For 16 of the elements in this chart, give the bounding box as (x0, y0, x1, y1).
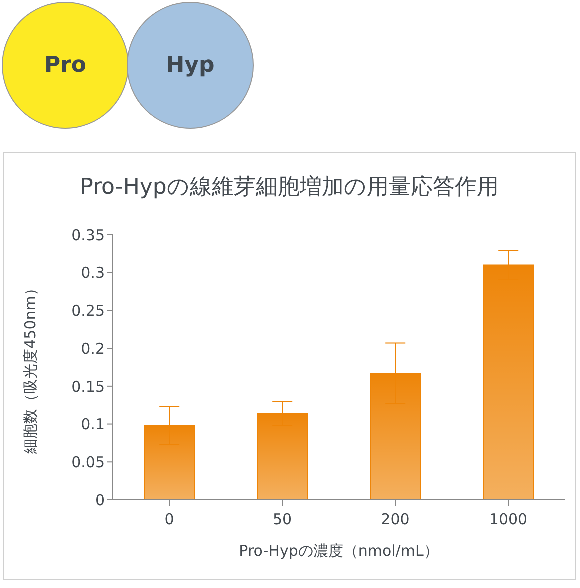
y-axis-title: 細胞数（吸光度450nm） (21, 281, 40, 455)
x-tick-label: 200 (381, 510, 410, 529)
y-tick-label: 0.25 (72, 302, 105, 320)
y-tick-label: 0 (95, 491, 105, 510)
y-tick-label: 0.15 (72, 378, 105, 396)
y-tick-label: 0.3 (81, 264, 105, 282)
y-tick-label: 0.05 (72, 453, 105, 472)
chart-title: Pro-Hypの線維芽細胞増加の用量応答作用 (79, 174, 500, 202)
x-tick-label: 50 (272, 510, 292, 529)
y-tick-label: 0.2 (81, 340, 105, 358)
x-tick-label: 0 (164, 510, 174, 529)
y-tick-label: 0.35 (72, 226, 105, 244)
x-axis-title: Pro-Hypの濃度（nmol/mL） (239, 542, 439, 560)
y-tick-label: 0.1 (81, 416, 105, 434)
x-tick-label: 1000 (489, 510, 528, 529)
circles-picture: Pro Hyp (2, 2, 252, 130)
